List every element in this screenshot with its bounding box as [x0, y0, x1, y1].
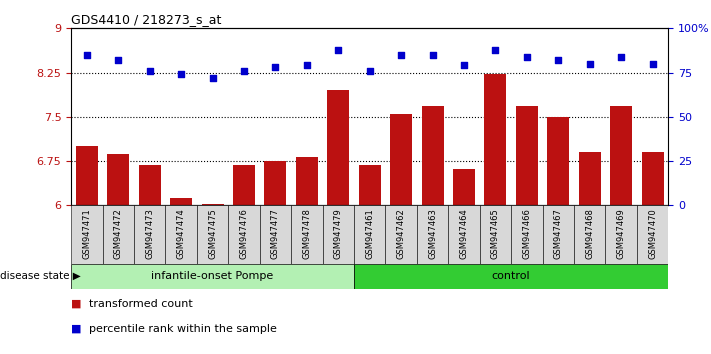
Text: GSM947468: GSM947468 — [585, 208, 594, 259]
Point — [238, 68, 250, 74]
Point — [269, 64, 281, 70]
Point — [176, 72, 187, 77]
Text: GSM947477: GSM947477 — [271, 208, 280, 259]
FancyBboxPatch shape — [542, 205, 574, 264]
Bar — [76, 146, 98, 205]
Point — [301, 63, 313, 68]
Text: GSM947472: GSM947472 — [114, 208, 123, 259]
Text: GSM947470: GSM947470 — [648, 208, 657, 259]
Text: percentile rank within the sample: percentile rank within the sample — [89, 324, 277, 334]
FancyBboxPatch shape — [511, 205, 542, 264]
Point — [616, 54, 627, 59]
FancyBboxPatch shape — [449, 205, 480, 264]
FancyBboxPatch shape — [197, 205, 228, 264]
Bar — [296, 157, 318, 205]
Text: GSM947476: GSM947476 — [240, 208, 248, 259]
Point — [552, 57, 564, 63]
Text: GSM947478: GSM947478 — [302, 208, 311, 259]
FancyBboxPatch shape — [385, 205, 417, 264]
Point — [490, 47, 501, 52]
Bar — [453, 169, 475, 205]
Bar — [327, 90, 349, 205]
Text: GSM947473: GSM947473 — [145, 208, 154, 259]
FancyBboxPatch shape — [71, 205, 102, 264]
Text: GSM947475: GSM947475 — [208, 208, 217, 259]
FancyBboxPatch shape — [228, 205, 260, 264]
Text: transformed count: transformed count — [89, 299, 193, 309]
Bar — [579, 152, 601, 205]
FancyBboxPatch shape — [102, 205, 134, 264]
Point — [207, 75, 218, 81]
FancyBboxPatch shape — [354, 205, 385, 264]
FancyBboxPatch shape — [323, 205, 354, 264]
FancyBboxPatch shape — [166, 205, 197, 264]
Text: GSM947461: GSM947461 — [365, 208, 374, 259]
Point — [459, 63, 470, 68]
Text: disease state ▶: disease state ▶ — [0, 271, 81, 281]
Text: GSM947469: GSM947469 — [616, 208, 626, 259]
Point — [647, 61, 658, 67]
Text: ■: ■ — [71, 324, 82, 334]
Text: GSM947471: GSM947471 — [82, 208, 91, 259]
Text: GSM947466: GSM947466 — [523, 208, 531, 259]
Point — [364, 68, 375, 74]
Point — [521, 54, 533, 59]
FancyBboxPatch shape — [606, 205, 637, 264]
Point — [427, 52, 438, 58]
Bar — [233, 165, 255, 205]
FancyBboxPatch shape — [134, 205, 166, 264]
Text: control: control — [492, 271, 530, 281]
Bar — [359, 165, 380, 205]
Text: GSM947462: GSM947462 — [397, 208, 406, 259]
Point — [144, 68, 156, 74]
Bar — [641, 152, 663, 205]
Bar — [547, 117, 570, 205]
Bar — [484, 74, 506, 205]
Bar — [139, 165, 161, 205]
Text: GSM947467: GSM947467 — [554, 208, 563, 259]
FancyBboxPatch shape — [71, 264, 354, 289]
Point — [584, 61, 595, 67]
FancyBboxPatch shape — [637, 205, 668, 264]
Text: GDS4410 / 218273_s_at: GDS4410 / 218273_s_at — [71, 13, 221, 26]
FancyBboxPatch shape — [480, 205, 511, 264]
Bar — [201, 204, 223, 205]
Text: GSM947474: GSM947474 — [176, 208, 186, 259]
Point — [395, 52, 407, 58]
Text: GSM947465: GSM947465 — [491, 208, 500, 259]
Text: infantile-onset Pompe: infantile-onset Pompe — [151, 271, 274, 281]
Bar — [264, 161, 287, 205]
FancyBboxPatch shape — [417, 205, 449, 264]
FancyBboxPatch shape — [291, 205, 323, 264]
Text: ■: ■ — [71, 299, 82, 309]
Bar — [107, 154, 129, 205]
Bar — [170, 198, 192, 205]
FancyBboxPatch shape — [574, 205, 606, 264]
Bar — [422, 106, 444, 205]
Text: GSM947479: GSM947479 — [333, 208, 343, 259]
Point — [112, 57, 124, 63]
Text: GSM947464: GSM947464 — [459, 208, 469, 259]
Text: GSM947463: GSM947463 — [428, 208, 437, 259]
Point — [333, 47, 344, 52]
FancyBboxPatch shape — [260, 205, 291, 264]
Bar — [610, 106, 632, 205]
Bar — [516, 106, 538, 205]
FancyBboxPatch shape — [354, 264, 668, 289]
Bar — [390, 114, 412, 205]
Point — [81, 52, 92, 58]
